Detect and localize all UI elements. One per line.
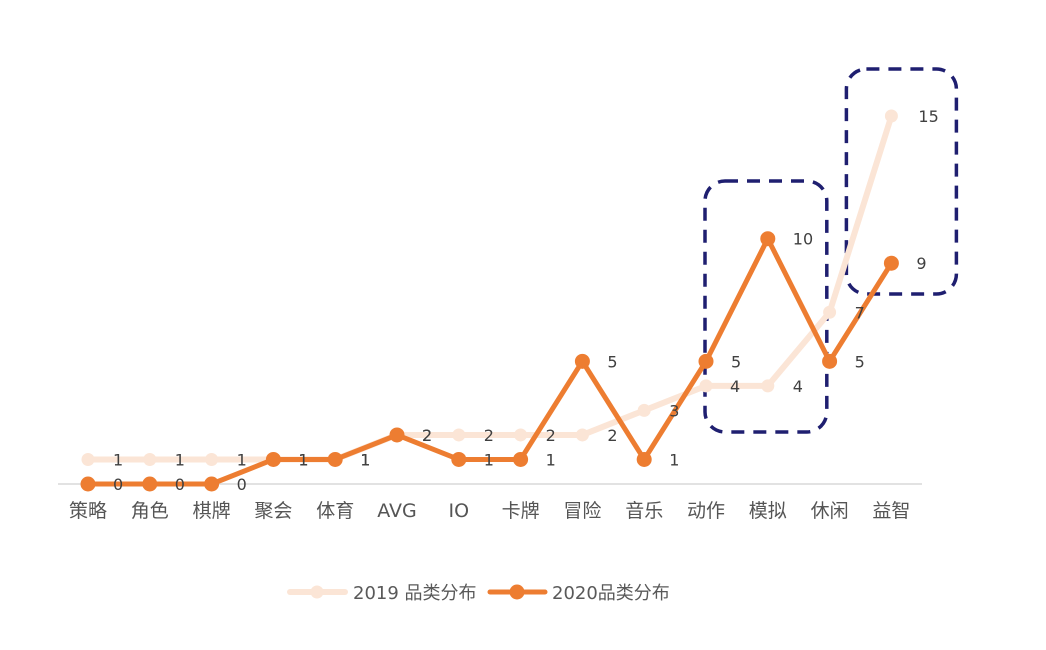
x-tick-label: 聚会 bbox=[254, 500, 292, 522]
data-point-2020 bbox=[327, 451, 343, 467]
annotations bbox=[703, 67, 959, 434]
x-tick-label: 策略 bbox=[69, 500, 107, 522]
data-label-2020: 5 bbox=[731, 352, 741, 371]
x-tick-label: 角色 bbox=[131, 500, 169, 522]
x-tick-label: IO bbox=[449, 500, 470, 522]
data-label-2019: 4 bbox=[793, 377, 803, 396]
data-point-2019 bbox=[699, 379, 713, 393]
series-group bbox=[80, 109, 899, 492]
data-label-2019: 4 bbox=[730, 377, 740, 396]
x-tick-label: 音乐 bbox=[625, 500, 663, 522]
data-label-2019: 1 bbox=[113, 450, 123, 469]
data-label-2019: 1 bbox=[360, 450, 370, 469]
data-label-2019: 2 bbox=[607, 426, 617, 445]
legend-marker-2020 bbox=[509, 584, 525, 600]
x-tick-label: 卡牌 bbox=[502, 500, 540, 522]
data-label-2020: 0 bbox=[175, 475, 185, 494]
data-label-2020: 1 bbox=[298, 450, 308, 469]
series-line-2020 bbox=[85, 236, 894, 487]
legend-marker-2019 bbox=[310, 585, 324, 599]
data-point-2019 bbox=[81, 452, 95, 466]
x-tick-label: 模拟 bbox=[749, 500, 787, 522]
data-label-2020: 9 bbox=[916, 254, 926, 273]
x-tick-label: 动作 bbox=[687, 500, 725, 522]
data-point-2019 bbox=[637, 403, 651, 417]
legend: 2019 品类分布 2020品类分布 bbox=[287, 583, 670, 604]
data-point-2019 bbox=[575, 428, 589, 442]
data-point-2020 bbox=[513, 451, 529, 467]
legend-label-2020: 2020品类分布 bbox=[552, 583, 670, 604]
data-point-2020 bbox=[760, 231, 776, 247]
data-label-2020: 10 bbox=[793, 230, 813, 249]
data-point-2020 bbox=[265, 451, 281, 467]
data-point-2020 bbox=[574, 353, 590, 369]
annotation-box bbox=[703, 179, 829, 434]
data-point-2019 bbox=[514, 428, 528, 442]
x-tick-label: 益智 bbox=[872, 500, 910, 522]
data-point-2019 bbox=[823, 305, 837, 319]
data-point-2020 bbox=[80, 476, 96, 492]
data-label-2020: 1 bbox=[546, 450, 556, 469]
series-line-2019 bbox=[85, 113, 895, 463]
data-point-2020 bbox=[142, 476, 158, 492]
data-point-2019 bbox=[761, 379, 775, 393]
data-label-2019: 2 bbox=[484, 426, 494, 445]
data-label-2020: 0 bbox=[113, 475, 123, 494]
data-point-2020 bbox=[636, 451, 652, 467]
data-label-2020: 5 bbox=[855, 352, 865, 371]
data-point-2020 bbox=[204, 476, 220, 492]
data-label-2020: 1 bbox=[360, 450, 370, 469]
data-label-2019: 3 bbox=[669, 401, 679, 420]
data-point-2020 bbox=[389, 427, 405, 443]
data-point-2019 bbox=[205, 452, 219, 466]
legend-label-2019: 2019 品类分布 bbox=[353, 583, 477, 604]
data-label-2019: 15 bbox=[918, 107, 938, 126]
x-tick-label: 体育 bbox=[316, 500, 354, 522]
data-point-2020 bbox=[883, 255, 899, 271]
x-tick-label: 棋牌 bbox=[193, 500, 231, 522]
x-tick-label: 休闲 bbox=[811, 500, 849, 522]
data-label-2019: 1 bbox=[237, 450, 247, 469]
data-point-2020 bbox=[698, 353, 714, 369]
data-label-2019: 2 bbox=[422, 426, 432, 445]
data-point-2019 bbox=[143, 452, 157, 466]
data-point-2019 bbox=[884, 109, 898, 123]
data-label-2020: 5 bbox=[607, 352, 617, 371]
data-label-2019: 7 bbox=[855, 303, 865, 322]
data-point-2020 bbox=[451, 451, 467, 467]
data-point-2019 bbox=[452, 428, 466, 442]
annotation-box bbox=[844, 67, 959, 296]
data-label-2019: 2 bbox=[546, 426, 556, 445]
x-tick-label: AVG bbox=[377, 500, 417, 522]
data-label-2020: 1 bbox=[669, 450, 679, 469]
data-label-2019: 1 bbox=[175, 450, 185, 469]
data-point-2020 bbox=[822, 353, 838, 369]
data-label-2020: 1 bbox=[484, 450, 494, 469]
data-label-2020: 0 bbox=[237, 475, 247, 494]
data-label-2020: 2 bbox=[422, 426, 432, 445]
x-tick-label: 冒险 bbox=[563, 500, 601, 522]
data-label-2019: 1 bbox=[298, 450, 308, 469]
x-axis: 策略 角色 棋牌 聚会 体育 AVG IO 卡牌 冒险 音乐 动作 模拟 休闲 益智 bbox=[58, 483, 922, 522]
